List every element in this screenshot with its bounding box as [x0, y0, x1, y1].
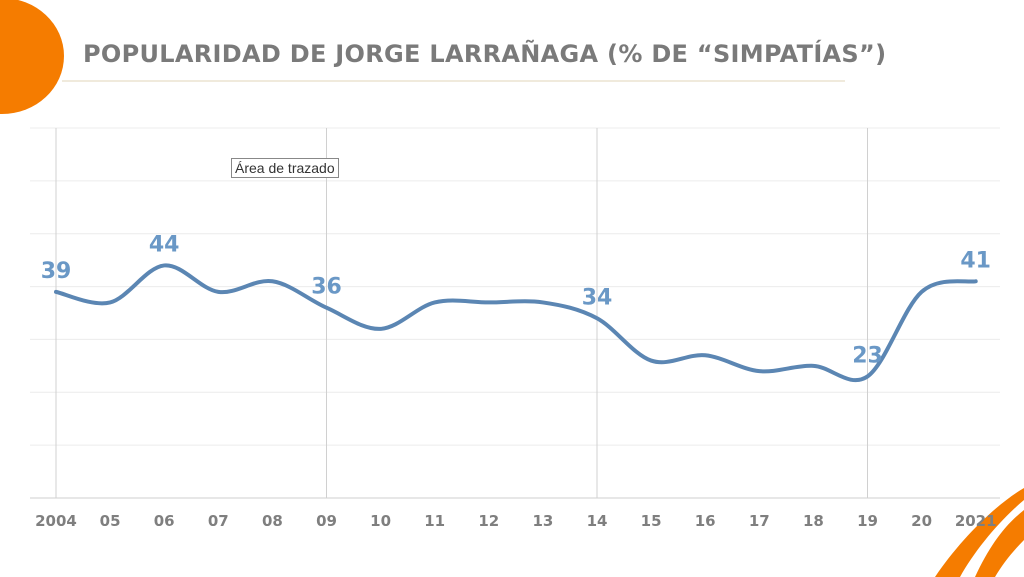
x-tick-label: 17	[749, 512, 770, 530]
series-line	[54, 263, 978, 383]
x-tick-label: 08	[262, 512, 283, 530]
x-tick-label: 18	[803, 512, 824, 530]
x-tick-label: 14	[587, 512, 608, 530]
data-label: 34	[582, 285, 613, 310]
data-label: 41	[960, 248, 991, 273]
x-tick-label: 07	[208, 512, 229, 530]
x-tick-label: 10	[370, 512, 391, 530]
x-tick-label: 09	[316, 512, 337, 530]
x-tick-labels: 2004 05 06 07 08 09 10 11 12 13 14 15 16 17 18 19 20 2021	[35, 512, 996, 530]
x-tick-label: 15	[641, 512, 662, 530]
x-tick-label: 06	[154, 512, 175, 530]
orange-swoosh-decoration	[935, 488, 1024, 577]
data-labels: 39 44 36 34 23 41	[41, 232, 991, 368]
x-tick-label: 12	[478, 512, 499, 530]
x-tick-label: 2004	[35, 512, 77, 530]
plot-area-tooltip: Área de trazado	[231, 158, 339, 178]
page-title: POPULARIDAD DE JORGE LARRAÑAGA (% DE “SI…	[83, 40, 887, 68]
x-tick-label: 2021	[955, 512, 997, 530]
x-tick-label: 20	[911, 512, 932, 530]
orange-circle-decoration	[0, 0, 64, 114]
data-label: 39	[41, 259, 72, 284]
data-label: 23	[852, 343, 883, 368]
data-label: 44	[149, 232, 180, 257]
x-tick-label: 11	[424, 512, 445, 530]
gridlines	[30, 127, 1000, 499]
x-tick-label: 05	[100, 512, 121, 530]
x-tick-label: 19	[857, 512, 878, 530]
x-tick-label: 16	[695, 512, 716, 530]
x-tick-label: 13	[532, 512, 553, 530]
data-label: 36	[311, 275, 342, 300]
